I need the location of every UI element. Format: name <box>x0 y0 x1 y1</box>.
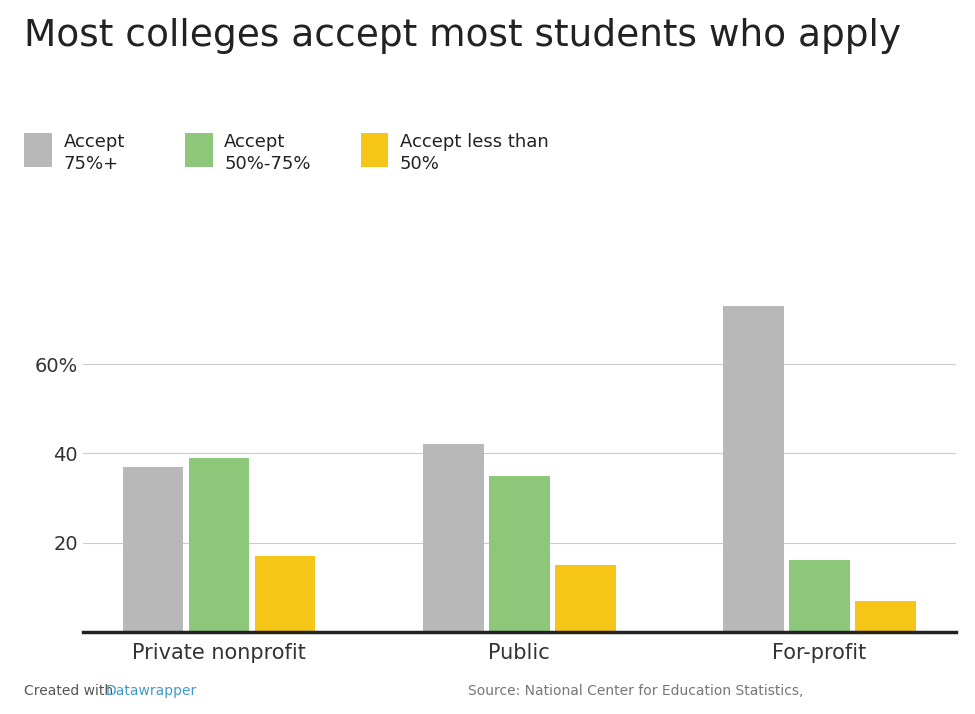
Text: Source: National Center for Education Statistics,: Source: National Center for Education St… <box>468 684 803 698</box>
Bar <box>188 458 250 632</box>
Text: Accept
75%+: Accept 75%+ <box>63 133 125 173</box>
Bar <box>254 556 315 632</box>
Bar <box>123 467 183 632</box>
Bar <box>855 600 916 632</box>
Text: Accept less than
50%: Accept less than 50% <box>400 133 549 173</box>
Bar <box>555 565 615 632</box>
Bar <box>488 476 550 632</box>
Bar <box>723 306 784 632</box>
Bar <box>423 444 484 632</box>
Bar <box>789 560 850 632</box>
Text: Most colleges accept most students who apply: Most colleges accept most students who a… <box>24 18 902 54</box>
Text: Created with: Created with <box>24 684 118 698</box>
Text: Datawrapper: Datawrapper <box>105 684 197 698</box>
Text: Accept
50%-75%: Accept 50%-75% <box>224 133 311 173</box>
